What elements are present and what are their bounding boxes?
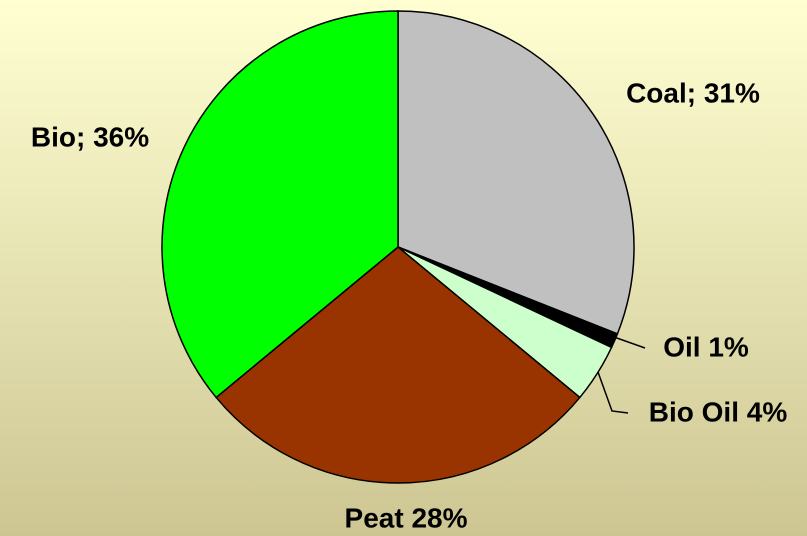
pie-slice (161, 10, 399, 399)
leader-line (613, 336, 646, 349)
data-label: Coal; 31% (626, 77, 760, 108)
data-label: Peat 28% (345, 502, 468, 533)
data-label: Bio; 36% (31, 121, 149, 152)
pie-slice (397, 10, 635, 335)
leader-line (597, 371, 629, 414)
data-label: Bio Oil 4% (649, 396, 788, 427)
data-label: Oil 1% (663, 331, 749, 362)
pie-slice (215, 246, 581, 484)
